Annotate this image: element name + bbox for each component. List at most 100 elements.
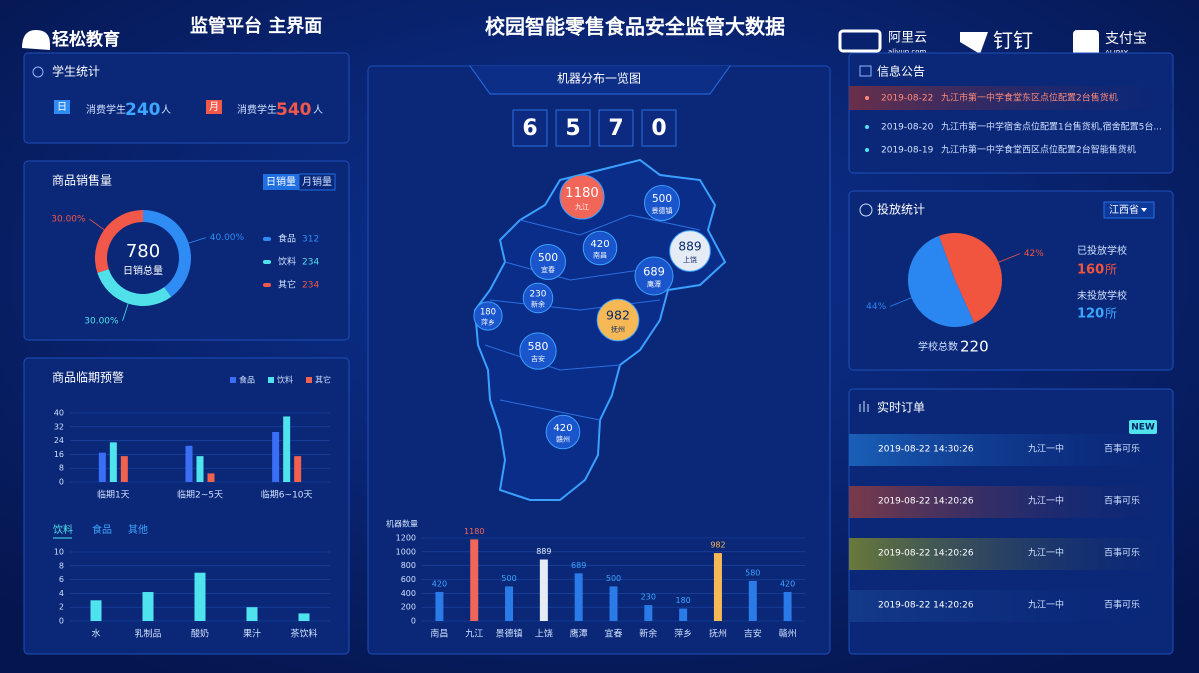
logo-icon	[22, 30, 50, 50]
bubble-city: 鹰潭	[647, 280, 661, 289]
map-bubble	[582, 230, 618, 266]
x-tick-label: 上饶	[535, 628, 553, 640]
bubble-city: 新余	[531, 300, 545, 309]
map-bubble	[644, 185, 680, 221]
x-tick-label: 茶饮料	[290, 628, 317, 640]
badge-icon	[54, 100, 70, 114]
bar	[298, 613, 310, 621]
partner-sub: aliyun.com	[888, 48, 927, 56]
notice-highlight	[849, 86, 1173, 110]
bubble-city: 上饶	[683, 255, 697, 264]
bubble-city: 宜春	[541, 265, 555, 274]
value-label: 230	[641, 593, 656, 602]
bubble-value: 500	[538, 252, 558, 264]
digit-box	[512, 109, 548, 147]
map-bubble	[634, 256, 674, 296]
bullet	[865, 148, 869, 152]
total: 220	[960, 338, 989, 356]
x-tick-label: 抚州	[709, 628, 727, 640]
bar	[246, 607, 258, 621]
bar	[505, 586, 514, 621]
pie-slice	[95, 210, 143, 273]
tab-label[interactable]: 月销量	[302, 175, 332, 188]
value-label: 420	[780, 579, 795, 588]
notice-text: 九江市第一中学食堂东区点位配置2台售货机	[941, 92, 1118, 104]
digit: 5	[565, 116, 580, 141]
map-bubble	[545, 414, 581, 450]
order-time: 2019-08-22 14:20:26	[878, 601, 974, 611]
panel-title: 商品临期预警	[52, 370, 124, 385]
legend-unit: 所	[1105, 263, 1117, 277]
dropdown[interactable]	[1103, 201, 1155, 219]
y-tick-label: 0	[411, 617, 416, 626]
bar	[98, 452, 106, 482]
value: 240	[125, 100, 161, 120]
badge: 日	[57, 102, 67, 113]
y-tick-label: 40	[54, 409, 64, 418]
bubble-value: 420	[590, 239, 609, 250]
legend-label: 其它	[315, 375, 331, 385]
tab-label[interactable]: 其他	[128, 523, 148, 536]
legend-value: 312	[302, 235, 319, 245]
value-label: 1180	[464, 527, 484, 536]
notice-date: 2019-08-22	[881, 94, 933, 104]
x-tick-label: 吉安	[744, 628, 762, 640]
bubble-city: 九江	[575, 202, 589, 211]
bubble-value: 889	[678, 240, 701, 254]
label-leader	[890, 297, 912, 307]
bubble-value: 1180	[565, 186, 599, 201]
bar	[120, 456, 128, 482]
bar	[713, 553, 722, 621]
bar	[207, 473, 215, 482]
bar	[435, 591, 444, 621]
order-school: 九江一中	[1028, 495, 1064, 507]
unit: 人	[313, 104, 323, 116]
dropdown-label[interactable]: 江西省	[1109, 203, 1139, 216]
icon	[32, 66, 44, 78]
tab-label[interactable]: 日销量	[266, 175, 296, 188]
bar	[142, 592, 154, 621]
value-label: 180	[675, 596, 690, 605]
label: 消费学生	[237, 103, 277, 116]
y-tick-label: 32	[54, 422, 64, 431]
tab[interactable]	[298, 173, 336, 191]
order-product: 百事可乐	[1104, 443, 1140, 455]
title-frame	[469, 65, 731, 95]
new-badge	[1129, 420, 1157, 434]
icon	[859, 65, 872, 77]
legend-label: 食品	[278, 233, 296, 245]
value-label: 500	[606, 574, 621, 583]
new-badge-text: NEW	[1131, 423, 1155, 433]
bubble-city: 吉安	[531, 354, 545, 363]
legend-unit: 所	[1105, 307, 1117, 321]
legend-swatch	[230, 377, 236, 383]
x-tick-label: 宜春	[604, 628, 622, 640]
bubble-value: 982	[606, 308, 630, 323]
map-bubble	[519, 332, 557, 370]
digit: 7	[608, 116, 623, 141]
value-label: 420	[432, 579, 447, 588]
label: 消费学生	[86, 103, 126, 116]
pie-slice	[143, 210, 192, 297]
tab-label[interactable]: 饮料	[53, 523, 73, 536]
order-row	[849, 538, 1173, 570]
tab[interactable]	[263, 174, 299, 190]
icon	[859, 401, 869, 412]
badge: 月	[209, 101, 219, 113]
bar	[609, 586, 618, 621]
dropdown-arrow[interactable]	[1141, 208, 1147, 212]
bubble-value: 420	[553, 423, 572, 434]
tab-label[interactable]: 食品	[92, 523, 112, 536]
bar	[194, 572, 206, 621]
bubble-value: 180	[480, 307, 496, 317]
value-label: 500	[501, 574, 516, 583]
y-tick-label: 1000	[396, 547, 416, 556]
order-time: 2019-08-22 14:20:26	[878, 549, 974, 559]
bubble-city: 景德镇	[652, 206, 673, 215]
total: 780	[126, 241, 160, 262]
legend-swatch	[263, 237, 271, 241]
map-bubble	[522, 282, 554, 314]
y-tick-label: 800	[401, 561, 416, 570]
